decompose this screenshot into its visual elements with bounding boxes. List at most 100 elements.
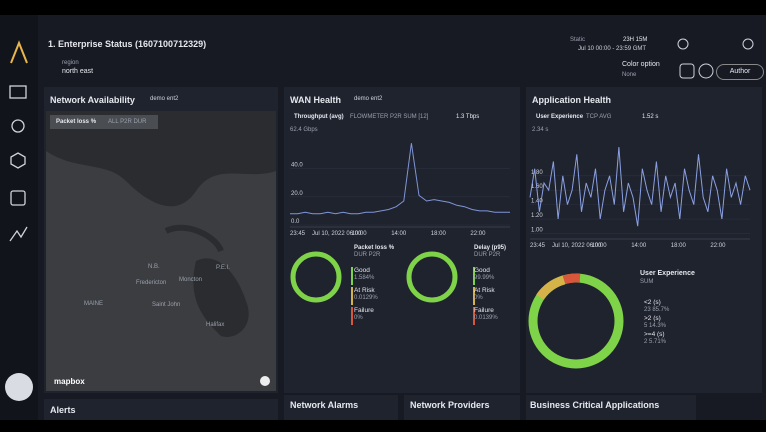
series-name: Throughput (avg) (294, 114, 344, 120)
donut-ring (406, 251, 458, 303)
donut-segment (536, 275, 566, 300)
x-tick-label: 22:00 (470, 231, 486, 237)
panel: Business Critical Applications (526, 395, 696, 420)
legend-label: Failure (474, 307, 494, 314)
y-tick-label: 0.0 (291, 219, 300, 225)
map-attribution: mapbox (54, 377, 85, 386)
info-icon[interactable] (260, 376, 270, 386)
panel-title: Application Health (532, 95, 612, 105)
metric-box (50, 115, 158, 129)
panel: Network Availability demo ent2 Packet lo… (44, 87, 278, 393)
dashboard: 1. Enterprise Status (1607100712329) Sta… (0, 15, 766, 420)
toolbar-icons (677, 38, 754, 79)
icon[interactable] (742, 38, 754, 50)
legend-value: 5 14.3% (644, 323, 667, 329)
map-label: Saint John (152, 302, 181, 308)
color-option-value[interactable]: None (622, 72, 637, 78)
max-label: 2.34 s (532, 127, 549, 133)
x-tick-label: 23:45 (290, 231, 306, 237)
panel-title: Business Critical Applications (530, 400, 660, 410)
panel: Network Providers (404, 395, 520, 420)
filter-value[interactable]: north east (62, 68, 94, 75)
legend-label: At Risk (354, 287, 375, 294)
legend-value: 2 5.71% (644, 339, 667, 345)
filter-label: region (62, 60, 79, 66)
donut-title: User Experience (640, 270, 695, 277)
icon[interactable] (9, 85, 27, 99)
legend-swatch (473, 307, 475, 325)
panel-title: Network Availability (50, 95, 135, 105)
panel-filter: demo ent2 (354, 96, 383, 102)
donut-subtitle: SUM (640, 279, 654, 285)
legend-value: 23 85.7% (644, 307, 670, 313)
water (193, 258, 249, 337)
y-tick-label: 1.20 (531, 213, 543, 219)
icon[interactable] (9, 226, 28, 242)
map-label: Halifax (206, 322, 225, 328)
map-label: Moncton (179, 277, 203, 283)
logo (10, 40, 28, 64)
legend-swatch (351, 287, 353, 305)
series-sub: FLOWMETER P2R SUM [12] (350, 114, 429, 120)
x-tick-label: 10:00 (352, 231, 368, 237)
x-tick-label: 23:45 (530, 243, 546, 249)
x-tick-label: 14:00 (631, 243, 647, 249)
x-tick-label: 22:00 (710, 243, 726, 249)
time-range: 23H 15M (623, 37, 648, 43)
y-tick-label: 40.0 (291, 163, 303, 169)
y-tick-label: 1.80 (531, 170, 543, 176)
legend-value: 0% (354, 315, 363, 321)
panel-filter: demo ent2 (150, 96, 179, 102)
y-tick-label: 1.00 (531, 227, 543, 233)
icon[interactable] (11, 119, 25, 133)
chat-button[interactable] (5, 373, 33, 401)
x-tick-label: Jul 10, 2022 06:00 (552, 243, 602, 249)
icon[interactable] (679, 63, 695, 79)
x-tick-label: 18:00 (431, 231, 447, 237)
donut-ring (290, 251, 342, 303)
legend-label: Good (474, 267, 490, 274)
x-tick-label: Jul 10, 2022 06:00 (312, 231, 362, 237)
panel: Alerts (44, 399, 278, 420)
x-tick-label: 14:00 (391, 231, 407, 237)
y-tick-label: 1.40 (531, 199, 543, 205)
legend-value: 0% (474, 295, 483, 301)
icon[interactable] (698, 63, 714, 79)
dashboard-title: 1. Enterprise Status (1607100712329) (48, 39, 207, 49)
legend-label: Good (354, 267, 370, 274)
map-metric: Packet loss % (56, 119, 97, 125)
legend-value: 0.0139% (474, 315, 498, 321)
x-tick-label: 10:00 (592, 243, 608, 249)
series-sub: TCP AVG (586, 114, 612, 120)
time-span: Jul 10 00:00 - 23:59 GMT (578, 46, 647, 52)
sidebar-icons (5, 40, 33, 401)
panel-title: Network Providers (410, 400, 490, 410)
panel: Application Health User Experience TCP A… (526, 87, 762, 393)
donut-subtitle: DUR P2R (354, 252, 381, 258)
icon[interactable] (10, 152, 26, 169)
icon[interactable] (677, 38, 689, 50)
panel-title: WAN Health (290, 95, 342, 105)
legend-label: Failure (354, 307, 374, 314)
line-series (529, 147, 751, 227)
legend-label: <2 (s) (644, 299, 661, 306)
legend-value: 0.0129% (354, 295, 378, 301)
map-label: Fredericton (136, 280, 167, 286)
author-button[interactable]: Author (716, 64, 764, 80)
series-name: User Experience (536, 114, 584, 120)
icon[interactable] (10, 190, 26, 206)
legend-swatch (473, 287, 475, 305)
time-mode: Static (570, 37, 586, 43)
legend-swatch (351, 267, 353, 285)
legend-value: 1.584% (354, 275, 375, 281)
current-value: 1.3 Tbps (456, 114, 480, 120)
donuts (290, 251, 475, 325)
legend-swatch (473, 267, 475, 285)
panel-title: Alerts (50, 405, 76, 415)
donut-subtitle: DUR P2R (474, 252, 501, 258)
color-option-label: Color option (622, 61, 660, 68)
water (164, 224, 224, 253)
map-label: P.E.I. (216, 265, 230, 271)
